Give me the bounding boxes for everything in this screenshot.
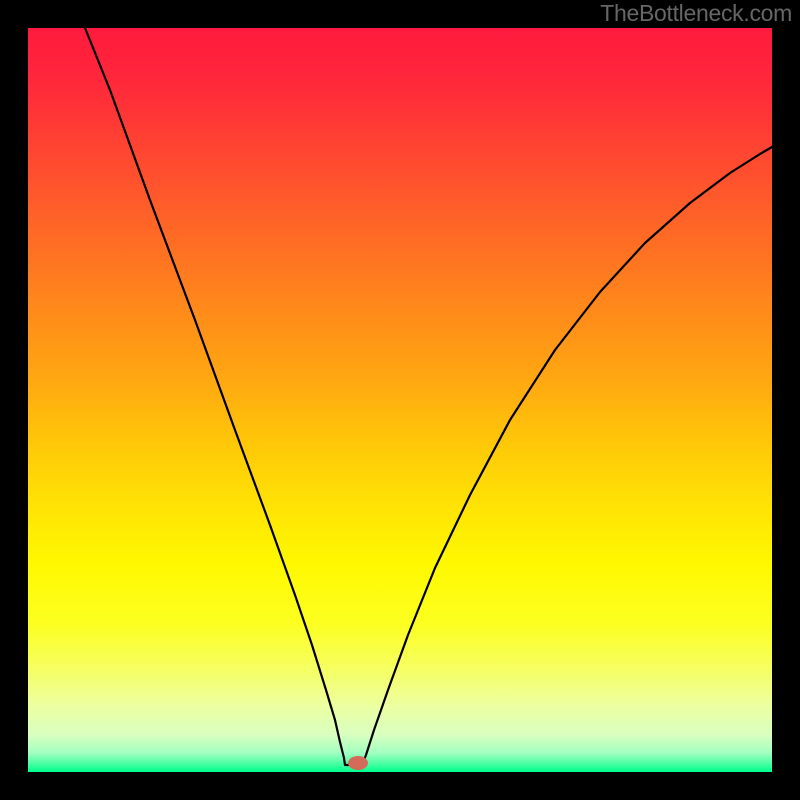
chart-container: TheBottleneck.com <box>0 0 800 800</box>
bottleneck-chart <box>0 0 800 800</box>
minimum-marker <box>348 756 368 770</box>
watermark-text: TheBottleneck.com <box>600 0 792 27</box>
plot-background <box>28 28 772 772</box>
